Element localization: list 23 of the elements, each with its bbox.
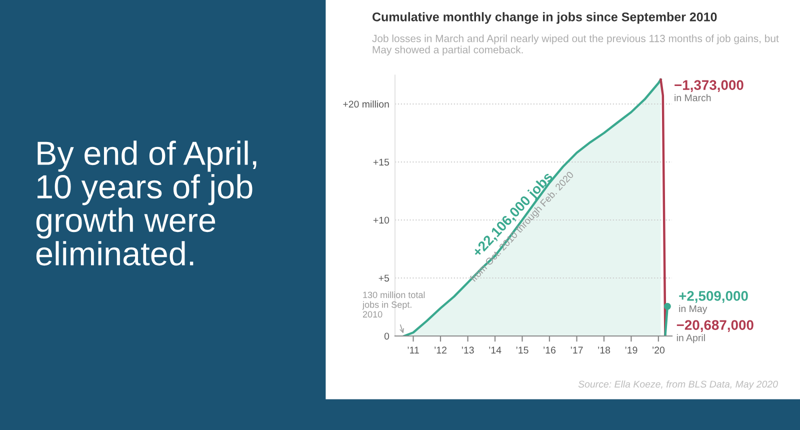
text: By end of April, 10 years of job growth were eliminated.	[36, 140, 256, 266]
annotation: +2,509,000 in May	[679, 291, 748, 314]
x-tick-label: ’15	[516, 346, 528, 354]
y-tick-label: +20 million	[343, 100, 389, 108]
chart-title: Cumulative monthly change in jobs since September 2010	[372, 12, 717, 24]
x-tick-label: ’20	[652, 346, 665, 354]
x-tick-label: ’11	[408, 346, 419, 354]
y-tick-label: 0	[384, 332, 390, 340]
annotation: −20,687,000 in April	[676, 320, 754, 344]
y-tick-label: +5	[378, 274, 390, 282]
annotation: 130 million total jobs in Sept. 2010	[362, 291, 425, 318]
x-tick-label: ’16	[544, 346, 556, 354]
x-tick-label: ’13	[462, 346, 474, 354]
x-tick-label: ’19	[625, 346, 638, 354]
x-tick-label: ’14	[489, 346, 502, 354]
x-tick-label: ’18	[598, 346, 610, 354]
source-note: Source: Ella Koeze, from BLS Data, May 2020	[578, 380, 778, 390]
chart-subtitle: Job losses in March and April nearly wiped out the previous 113 months of job gains, but May showed a partial comeback.	[372, 34, 779, 56]
x-tick-label: ’17	[570, 346, 583, 354]
y-tick-label: +10	[373, 216, 390, 224]
x-tick-label: ’12	[434, 346, 446, 354]
y-tick-label: +15	[373, 158, 390, 166]
annotation: −1,373,000 in March	[674, 80, 744, 102]
